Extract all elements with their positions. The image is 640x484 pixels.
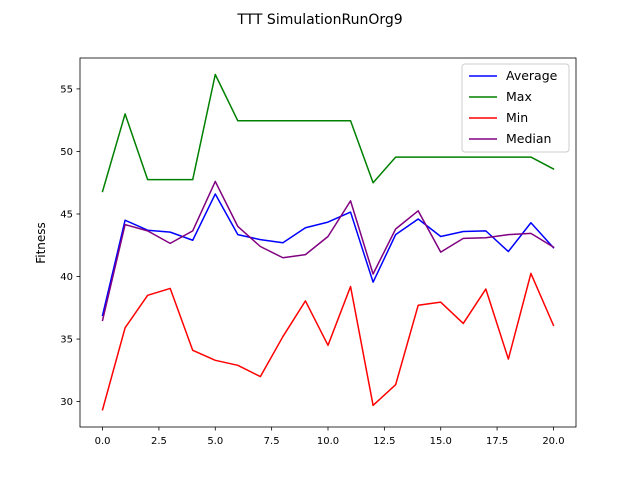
y-tick-label: 45 <box>60 209 73 220</box>
x-tick-label: 10.0 <box>317 436 339 447</box>
x-tick-label: 20.0 <box>542 436 564 447</box>
x-tick-label: 2.5 <box>151 436 167 447</box>
legend-label-max: Max <box>506 89 532 104</box>
x-tick-label: 12.5 <box>373 436 395 447</box>
legend-box <box>461 63 570 153</box>
legend-label-median: Median <box>506 131 551 146</box>
series-line-max <box>101 73 555 193</box>
legend-label-average: Average <box>506 68 558 83</box>
x-tick-label: 5.0 <box>207 436 223 447</box>
series-line-median <box>101 180 555 322</box>
x-tick-label: 0.0 <box>95 436 111 447</box>
legend: Average Max Min Median <box>461 63 570 153</box>
y-tick-label: 55 <box>60 84 73 95</box>
y-axis-label: Fitness <box>34 222 48 264</box>
plot-area: 0.0 2.5 5.0 7.5 10.0 12.5 15.0 17.5 20.0 30 35 40 45… <box>60 57 577 447</box>
x-tick-label: 7.5 <box>264 436 280 447</box>
y-tick-label: 40 <box>60 272 73 283</box>
chart-title: TTT SimulationRunOrg9 <box>236 12 402 28</box>
legend-label-min: Min <box>506 110 528 125</box>
y-tick-label: 50 <box>60 147 73 158</box>
series-line-average <box>101 193 555 317</box>
series-line-min <box>101 272 555 411</box>
x-tick-label: 17.5 <box>486 436 508 447</box>
x-tick-label: 15.0 <box>430 436 452 447</box>
y-tick-label: 30 <box>60 397 73 408</box>
y-tick-label: 35 <box>60 335 73 346</box>
